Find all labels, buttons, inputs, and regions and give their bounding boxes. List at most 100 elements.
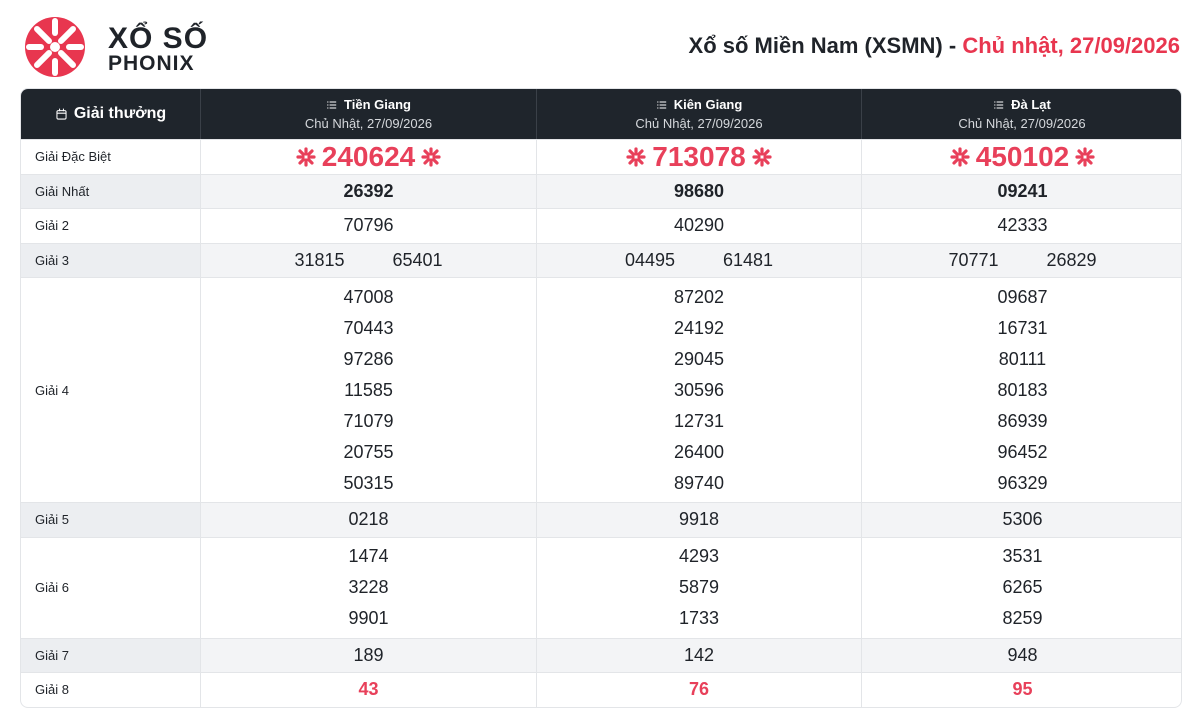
prize-row: Giải Nhất 26392 98680 09241	[21, 173, 1181, 209]
logo-text: PHONIX	[108, 52, 195, 75]
number: 1733	[678, 608, 720, 628]
prize-cell: 09241	[862, 175, 1181, 209]
number: 70796	[343, 215, 394, 236]
special-number: 450102	[950, 140, 1095, 174]
icon	[327, 101, 337, 108]
prize-row: Giải Đặc Biệt 240624 713078 450102	[21, 139, 1181, 174]
column-name: Đà Lạt	[993, 97, 1051, 112]
number: 5306	[1002, 509, 1043, 530]
number: 29045	[673, 348, 725, 369]
number: 70443	[343, 317, 394, 338]
prize-row: Giải 2 70796 40290 42333	[21, 208, 1181, 243]
prize-cell: 240624	[201, 140, 537, 174]
number: 26392	[343, 180, 394, 201]
prize-row: Giải 6 1474 3228 9901 4293 5879 1733 3531 6265 82…	[21, 536, 1181, 638]
number: 89740	[673, 472, 725, 493]
prize-row: Giải 7 189 142 948	[21, 637, 1181, 672]
column-name-text: Tiền Giang	[344, 97, 411, 112]
logo-icon	[25, 17, 85, 77]
prize-cell: 713078	[537, 140, 862, 174]
number: 713078	[652, 140, 746, 172]
title: Xổ số Miền Nam (XSMN) - Chủ nhật, 27/09/…	[689, 33, 1180, 59]
number: 11585	[344, 379, 393, 400]
column-header: Tiền Giang Chủ Nhật, 27/09/2026	[201, 89, 537, 139]
number: 80183	[997, 379, 1048, 400]
number: 61481	[723, 249, 774, 270]
prize-cell: 1474 3228 9901	[201, 537, 537, 638]
number: 76	[688, 679, 710, 700]
number: 450102	[975, 140, 1070, 172]
column-date: Chủ Nhật, 27/09/2026	[958, 116, 1086, 131]
number: 43	[358, 679, 379, 700]
number: 4293	[678, 546, 720, 566]
prize-name: Giải Đặc Biệt	[21, 140, 201, 174]
number: 40290	[673, 215, 725, 236]
number: 87202	[673, 286, 725, 307]
title-text: Xổ số Miền Nam (XSMN)	[688, 33, 943, 58]
prize-cell: 5306	[862, 503, 1181, 537]
prize-cell: 47008 70443 97286 11585 71079 20755 50315	[201, 278, 537, 502]
prize-cell: 40290	[537, 209, 862, 243]
prize-row: Giải 5 0218 9918 5306	[21, 502, 1181, 537]
column-date: Chủ Nhật, 27/09/2026	[304, 116, 433, 131]
number: 12731	[673, 410, 725, 431]
number: 04495	[624, 249, 675, 270]
number: 31815	[294, 249, 345, 270]
number: 142	[683, 644, 715, 665]
number: 3531	[1002, 546, 1043, 566]
prize-cell: 87202 24192 29045 30596 12731 26400 89740	[537, 278, 862, 502]
prize-cell: 98680	[537, 174, 862, 208]
prize-cell: 70796	[201, 209, 537, 243]
prize-cell: 3531 6265 8259	[862, 538, 1181, 638]
number: 70771	[948, 249, 999, 270]
number: 26400	[673, 441, 725, 462]
number: 95	[1012, 679, 1033, 700]
number: 240624	[321, 140, 416, 172]
prize-row: Giải 4 47008 70443 97286 11585 71079 20755 5031…	[21, 277, 1181, 502]
number: 09687	[997, 286, 1048, 307]
icon	[752, 147, 772, 167]
icon	[1075, 147, 1095, 167]
prize-row: Giải 8 43 76 95	[21, 672, 1181, 707]
number: 42333	[997, 215, 1048, 236]
number: 9901	[348, 608, 389, 628]
number: 09241	[997, 180, 1048, 201]
number: 98680	[673, 180, 725, 201]
number: 6265	[1002, 577, 1043, 597]
special-number: 240624	[296, 140, 441, 174]
number: 71079	[343, 410, 394, 431]
column-date: Chủ Nhật, 27/09/2026	[635, 116, 763, 131]
prize-row: Giải 3 31815 65401 04495 61481 70771 26829	[21, 242, 1181, 277]
header: XỔ SỐ PHONIX Xổ số Miền Nam (XSMN) - Chủ…	[0, 0, 1200, 88]
prize-cell: 09687 16731 80111 80183 86939 96452 96329	[862, 278, 1181, 502]
column-header: Đà Lạt Chủ Nhật, 27/09/2026	[862, 89, 1181, 139]
prize-cell: 95	[862, 673, 1181, 707]
prize-cell: 04495 61481	[537, 243, 862, 277]
icon	[950, 147, 970, 167]
header-row: Giải thưởng Tiền Giang Chủ Nhật, 27/09/202…	[21, 89, 1181, 139]
number: 3228	[348, 577, 389, 597]
number: 65401	[392, 249, 443, 270]
prize-name: Giải 4	[21, 278, 201, 502]
column-header: Kiên Giang Chủ Nhật, 27/09/2026	[537, 89, 862, 139]
logo-text: XỔ SỐ	[108, 22, 209, 55]
number: 5879	[678, 577, 720, 597]
icon	[994, 101, 1004, 108]
number: 8259	[1002, 608, 1043, 628]
prize-cell: 9918	[537, 503, 862, 537]
number: 50315	[343, 472, 394, 493]
prize-cell: 42333	[862, 209, 1181, 243]
number: 97286	[343, 348, 394, 369]
number: 30596	[673, 379, 725, 400]
prize-name: Giải 7	[21, 638, 201, 672]
icon	[656, 101, 666, 108]
number: 80111	[998, 348, 1047, 369]
icon	[626, 147, 646, 167]
column-name: Tiền Giang	[326, 97, 411, 112]
number: 96329	[997, 472, 1048, 493]
column-name: Kiên Giang	[656, 97, 742, 112]
number: 26829	[1046, 249, 1097, 270]
corner-cell: Giải thưởng	[21, 89, 201, 139]
icon	[421, 147, 441, 167]
